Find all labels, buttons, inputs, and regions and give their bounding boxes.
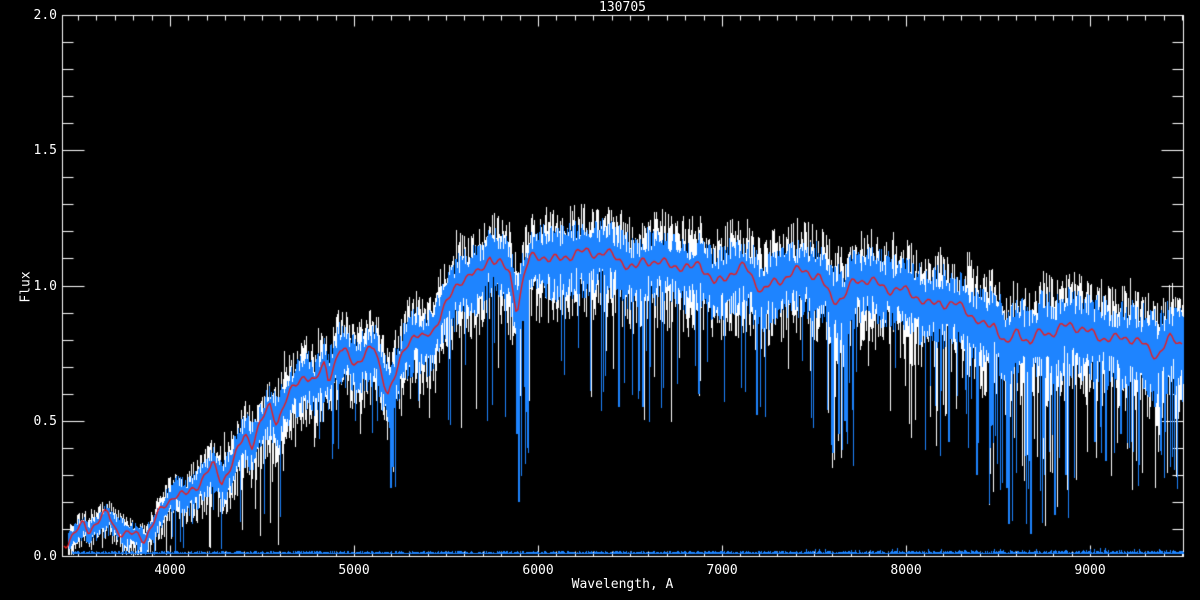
y-tick-label-0.5: 0.5 [33, 413, 57, 429]
x-tick-label-7000: 7000 [706, 563, 738, 578]
x-tick-label-4000: 4000 [154, 563, 186, 578]
y-tick-label-1.5: 1.5 [33, 143, 57, 159]
y-tick-label-2.0: 2.0 [33, 8, 57, 23]
x-tick-label-8000: 8000 [890, 563, 922, 578]
y-tick-label-1.0: 1.0 [33, 278, 57, 294]
plot-title: 130705 [599, 0, 646, 15]
x-tick-label-9000: 9000 [1074, 563, 1106, 578]
x-tick-label-5000: 5000 [338, 563, 370, 578]
x-tick-label-6000: 6000 [522, 563, 554, 578]
y-tick-label-0.0: 0.0 [33, 549, 57, 564]
x-axis-label: Wavelength, A [571, 577, 674, 592]
